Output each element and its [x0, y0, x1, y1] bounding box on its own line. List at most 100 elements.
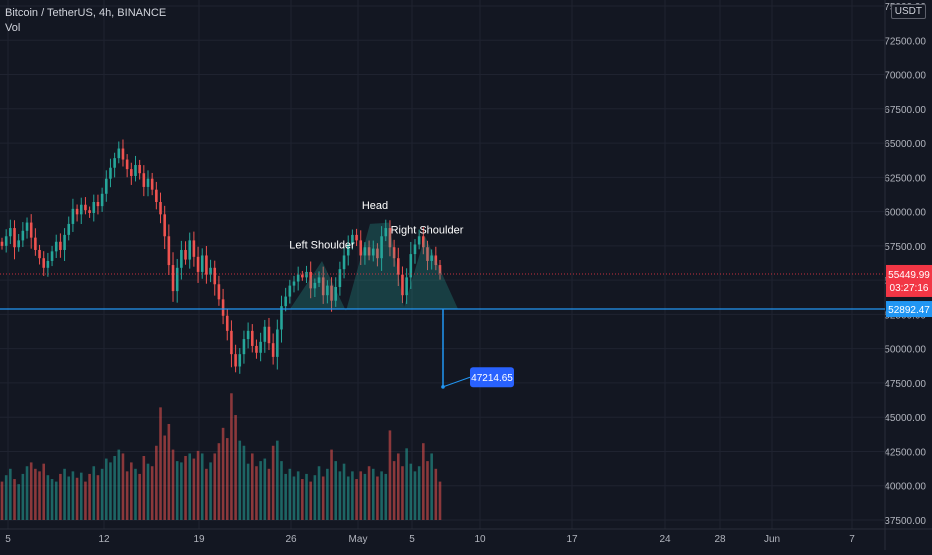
- candle-body[interactable]: [380, 236, 383, 259]
- candle-body[interactable]: [25, 222, 29, 231]
- candle-body[interactable]: [34, 237, 37, 250]
- candle-body[interactable]: [309, 271, 312, 289]
- candle-body[interactable]: [213, 267, 217, 285]
- candle-body[interactable]: [284, 296, 287, 307]
- candle-body[interactable]: [326, 285, 329, 296]
- candle-body[interactable]: [196, 256, 200, 272]
- candle-body[interactable]: [159, 202, 162, 215]
- candle-body[interactable]: [321, 277, 325, 296]
- candle-body[interactable]: [92, 202, 96, 213]
- candle-body[interactable]: [242, 339, 246, 355]
- candle-body[interactable]: [117, 148, 121, 159]
- candle-body[interactable]: [163, 214, 166, 237]
- candle-body[interactable]: [67, 223, 71, 235]
- neckline-price-badge[interactable]: [886, 301, 932, 318]
- candle-body[interactable]: [79, 204, 83, 215]
- candle-body[interactable]: [13, 228, 16, 248]
- candle-body[interactable]: [317, 277, 321, 283]
- candle-body[interactable]: [217, 284, 221, 300]
- candle-body[interactable]: [54, 241, 58, 252]
- candle-body[interactable]: [338, 269, 342, 287]
- candle-body[interactable]: [263, 326, 267, 342]
- candle-body[interactable]: [422, 236, 425, 248]
- candle-body[interactable]: [88, 210, 91, 213]
- candle-body[interactable]: [259, 341, 262, 353]
- candle-body[interactable]: [301, 274, 304, 278]
- candle-body[interactable]: [417, 236, 421, 245]
- candle-body[interactable]: [75, 208, 79, 215]
- candle-body[interactable]: [0, 241, 4, 246]
- candle-body[interactable]: [29, 222, 33, 238]
- head-and-shoulders-pattern[interactable]: [290, 222, 458, 312]
- candle-body[interactable]: [413, 244, 417, 255]
- candle-body[interactable]: [125, 159, 129, 170]
- candle-body[interactable]: [130, 169, 133, 176]
- candle-body[interactable]: [342, 255, 346, 270]
- candle-body[interactable]: [392, 247, 396, 259]
- candle-body[interactable]: [401, 274, 404, 296]
- candle-body[interactable]: [150, 178, 154, 190]
- candle-body[interactable]: [46, 260, 50, 268]
- candle-body[interactable]: [175, 267, 179, 292]
- candle-body[interactable]: [121, 148, 125, 160]
- candle-body[interactable]: [200, 255, 204, 272]
- candle-body[interactable]: [267, 326, 271, 344]
- candle-body[interactable]: [351, 234, 354, 245]
- candle-body[interactable]: [109, 167, 112, 179]
- candle-body[interactable]: [96, 202, 100, 207]
- candle-body[interactable]: [359, 240, 363, 256]
- candle-body[interactable]: [155, 189, 158, 203]
- candle-body[interactable]: [21, 230, 25, 241]
- candle-body[interactable]: [184, 249, 187, 260]
- candle-body[interactable]: [376, 248, 379, 259]
- candle-body[interactable]: [104, 178, 108, 194]
- candle-body[interactable]: [292, 281, 296, 286]
- candle-body[interactable]: [271, 343, 275, 357]
- candle-body[interactable]: [371, 248, 375, 256]
- current-price-badge[interactable]: [886, 264, 932, 297]
- candle-body[interactable]: [4, 236, 8, 246]
- candle-body[interactable]: [430, 255, 433, 261]
- candle-body[interactable]: [71, 208, 75, 224]
- candle-body[interactable]: [438, 265, 442, 274]
- pattern-label[interactable]: Head: [362, 200, 388, 212]
- candle-body[interactable]: [146, 178, 150, 187]
- candle-body[interactable]: [230, 330, 233, 355]
- candle-body[interactable]: [238, 354, 242, 367]
- candle-body[interactable]: [246, 330, 250, 340]
- volume-indicator-label[interactable]: Vol: [5, 22, 21, 34]
- candle-body[interactable]: [221, 299, 225, 316]
- candle-body[interactable]: [59, 241, 62, 250]
- candle-body[interactable]: [434, 255, 438, 266]
- candle-body[interactable]: [84, 204, 87, 211]
- candle-body[interactable]: [346, 244, 350, 256]
- currency-badge[interactable]: USDT: [890, 4, 926, 19]
- symbol-title[interactable]: Bitcoin / TetherUS, 4h, BINANCE: [5, 7, 167, 19]
- candle-body[interactable]: [134, 164, 137, 176]
- pattern-label[interactable]: Right Shoulder: [391, 225, 464, 237]
- candle-body[interactable]: [17, 240, 20, 248]
- candle-body[interactable]: [9, 228, 12, 237]
- candle-body[interactable]: [142, 173, 146, 187]
- candle-body[interactable]: [288, 285, 292, 297]
- candle-body[interactable]: [305, 271, 308, 278]
- candle-body[interactable]: [234, 354, 237, 367]
- candle-body[interactable]: [42, 258, 46, 268]
- candle-body[interactable]: [334, 286, 338, 301]
- candle-body[interactable]: [188, 240, 192, 260]
- candle-body[interactable]: [313, 282, 317, 289]
- candle-body[interactable]: [100, 193, 104, 207]
- candle-body[interactable]: [50, 251, 54, 261]
- candle-body[interactable]: [63, 234, 66, 250]
- candle-body[interactable]: [405, 277, 408, 296]
- candle-body[interactable]: [209, 267, 212, 275]
- candle-body[interactable]: [363, 247, 367, 256]
- candle-body[interactable]: [280, 306, 283, 330]
- candle-body[interactable]: [426, 247, 429, 261]
- candle-body[interactable]: [171, 265, 175, 292]
- candle-body[interactable]: [276, 329, 279, 357]
- target-price-callout[interactable]: [470, 367, 514, 388]
- candle-body[interactable]: [167, 236, 171, 266]
